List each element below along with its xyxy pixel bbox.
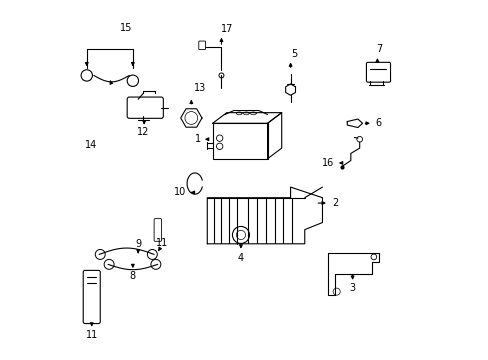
Text: 5: 5 bbox=[290, 49, 297, 59]
Text: 1: 1 bbox=[194, 134, 201, 144]
Text: 4: 4 bbox=[237, 253, 244, 263]
Text: 16: 16 bbox=[321, 158, 333, 168]
Text: 8: 8 bbox=[129, 271, 136, 282]
Text: 7: 7 bbox=[375, 44, 382, 54]
Text: 10: 10 bbox=[174, 188, 186, 197]
Text: 11: 11 bbox=[85, 330, 98, 340]
Text: 6: 6 bbox=[375, 118, 381, 128]
Bar bbox=[212, 123, 267, 159]
Text: 17: 17 bbox=[221, 24, 233, 34]
Text: 14: 14 bbox=[85, 140, 97, 149]
Text: 9: 9 bbox=[135, 239, 141, 249]
Text: 12: 12 bbox=[137, 127, 149, 137]
Text: 3: 3 bbox=[349, 283, 355, 293]
Text: 15: 15 bbox=[120, 23, 132, 33]
Text: 2: 2 bbox=[331, 198, 337, 208]
Text: 13: 13 bbox=[194, 83, 206, 93]
Text: 11: 11 bbox=[156, 238, 168, 248]
